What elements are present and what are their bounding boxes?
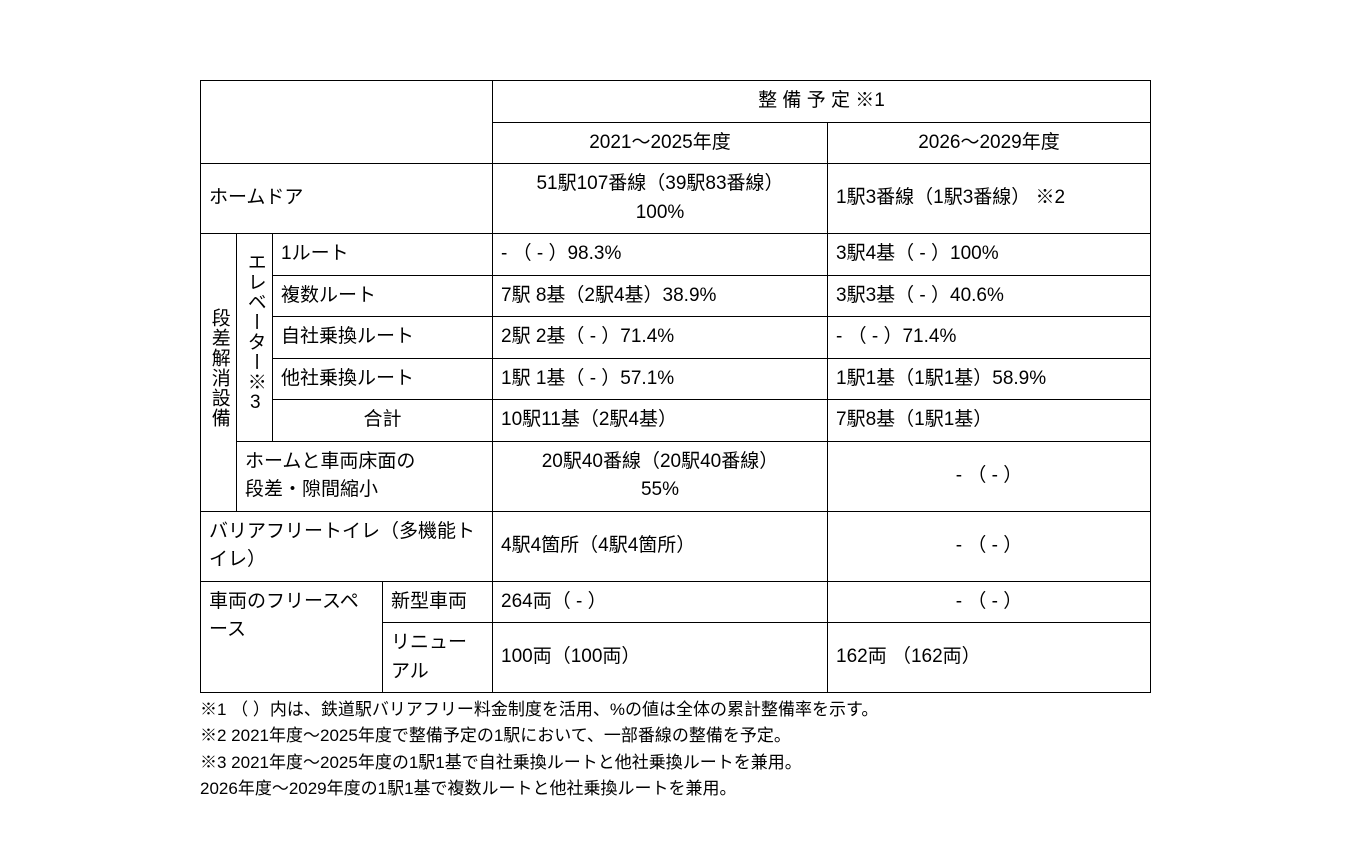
group-step: 段差解消設備 — [201, 234, 237, 512]
header-schedule: 整 備 予 定 ※1 — [493, 81, 1151, 123]
elev-r3-p2: - （ - ）71.4% — [828, 317, 1151, 359]
elev-r2-label: 複数ルート — [273, 275, 493, 317]
elev-r1-p2: 3駅4基（ - ）100% — [828, 234, 1151, 276]
footnote-3a: ※3 2021年度～2025年度の1駅1基で自社乗換ルートと他社乗換ルートを兼用… — [200, 750, 1150, 776]
toilet-p2: - （ - ） — [828, 511, 1151, 581]
row-homedoor-label: ホームドア — [201, 164, 493, 234]
header-period2: 2026～2029年度 — [828, 122, 1151, 164]
footnotes: ※1 （ ）内は、鉄道駅バリアフリー料金制度を活用、%の値は全体の累計整備率を示… — [200, 697, 1150, 802]
elev-total-label: 合計 — [273, 400, 493, 442]
elev-r2-p2: 3駅3基（ - ）40.6% — [828, 275, 1151, 317]
header-period1: 2021～2025年度 — [493, 122, 828, 164]
elev-r4-p2: 1駅1基（1駅1基）58.9% — [828, 358, 1151, 400]
gap-p1: 20駅40番線（20駅40番線） 55% — [493, 441, 828, 511]
freespace-new-p1: 264両（ - ） — [493, 581, 828, 623]
footnote-3b: 2026年度～2029年度の1駅1基で複数ルートと他社乗換ルートを兼用。 — [200, 776, 1150, 802]
row-homedoor-p2: 1駅3番線（1駅3番線） ※2 — [828, 164, 1151, 234]
elev-r4-label: 他社乗換ルート — [273, 358, 493, 400]
toilet-p1: 4駅4箇所（4駅4箇所） — [493, 511, 828, 581]
footnote-2: ※2 2021年度～2025年度で整備予定の1駅において、一部番線の整備を予定。 — [200, 723, 1150, 749]
elev-total-p2: 7駅8基（1駅1基） — [828, 400, 1151, 442]
freespace-renew-p2: 162両 （162両） — [828, 623, 1151, 693]
freespace-group-label: 車両のフリースペース — [201, 581, 383, 693]
toilet-label: バリアフリートイレ（多機能トイレ） — [201, 511, 493, 581]
elev-r3-p1: 2駅 2基（ - ）71.4% — [493, 317, 828, 359]
freespace-renew-label: リニューアル — [383, 623, 493, 693]
freespace-new-label: 新型車両 — [383, 581, 493, 623]
freespace-renew-p1: 100両（100両） — [493, 623, 828, 693]
schedule-table: 整 備 予 定 ※1 2021～2025年度 2026～2029年度 ホームドア… — [200, 80, 1151, 693]
group-elevator: エレベーター※3 — [237, 234, 273, 442]
header-blank — [201, 81, 493, 164]
elev-r1-label: 1ルート — [273, 234, 493, 276]
elev-r1-p1: - （ - ）98.3% — [493, 234, 828, 276]
footnote-1: ※1 （ ）内は、鉄道駅バリアフリー料金制度を活用、%の値は全体の累計整備率を示… — [200, 697, 1150, 723]
group-step-label: 段差解消設備 — [204, 308, 233, 428]
group-elevator-label: エレベーター※3 — [240, 252, 269, 414]
elev-r4-p1: 1駅 1基（ - ）57.1% — [493, 358, 828, 400]
freespace-new-p2: - （ - ） — [828, 581, 1151, 623]
elev-r2-p1: 7駅 8基（2駅4基）38.9% — [493, 275, 828, 317]
gap-label: ホームと車両床面の 段差・隙間縮小 — [237, 441, 493, 511]
row-homedoor-p1: 51駅107番線（39駅83番線） 100% — [493, 164, 828, 234]
gap-p2: - （ - ） — [828, 441, 1151, 511]
elev-r3-label: 自社乗換ルート — [273, 317, 493, 359]
elev-total-p1: 10駅11基（2駅4基） — [493, 400, 828, 442]
